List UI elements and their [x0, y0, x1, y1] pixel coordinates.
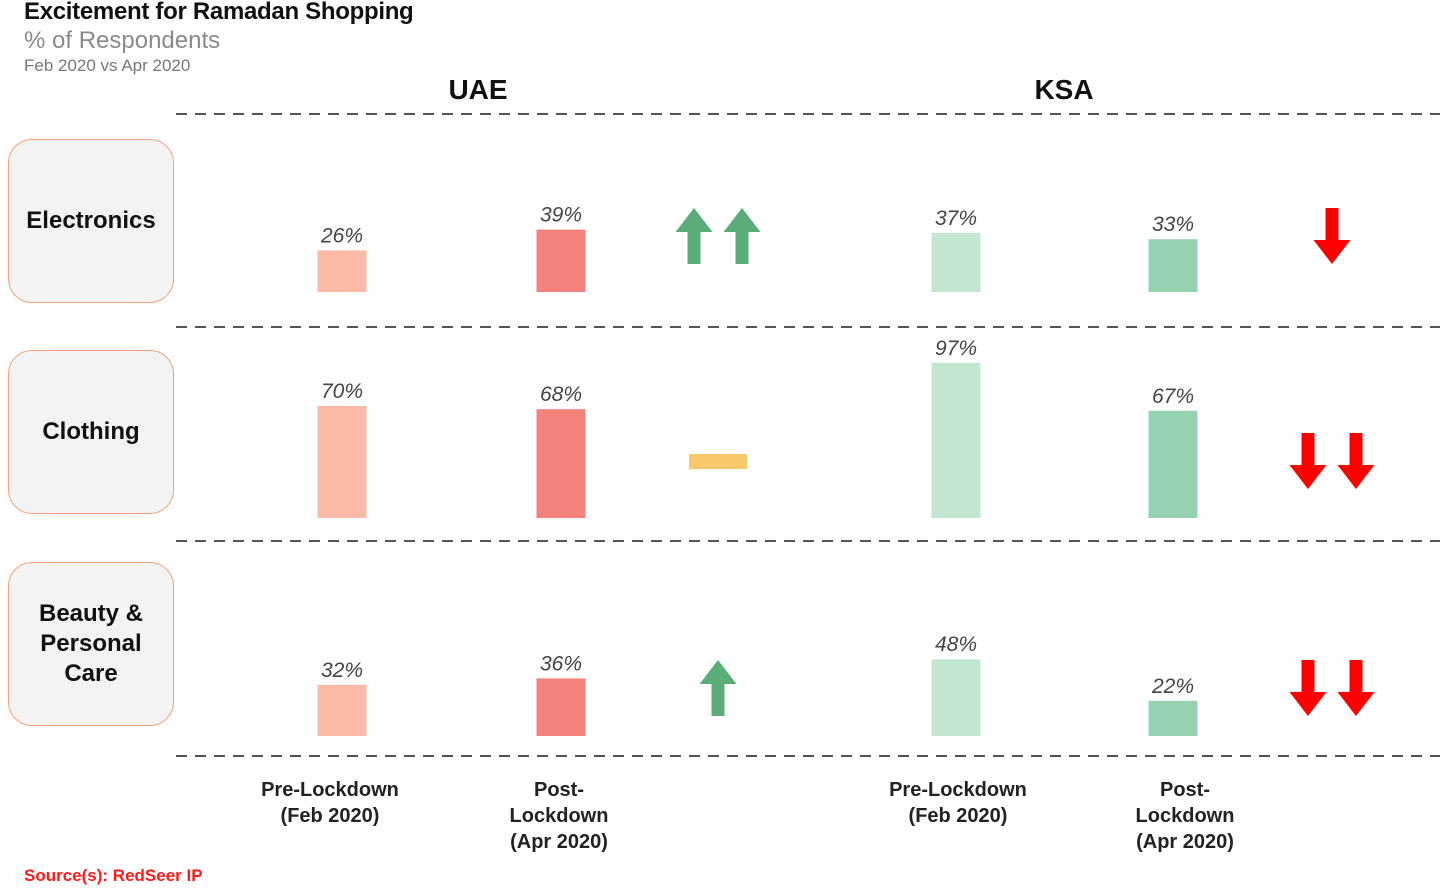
- category-label-line: Care: [64, 660, 118, 687]
- column-label-ksa-post: Post- Lockdown (Apr 2020): [1085, 777, 1285, 855]
- region-label-ksa: KSA: [1034, 74, 1094, 105]
- bar-uae-pre: [317, 406, 367, 518]
- arrow-down-icon: [1337, 433, 1375, 489]
- column-label-uae-pre: Pre-Lockdown (Feb 2020): [230, 777, 430, 829]
- chart-period: Feb 2020 vs Apr 2020: [24, 56, 191, 75]
- column-label-line: Pre-Lockdown: [889, 779, 1027, 801]
- data-label: 36%: [540, 652, 582, 675]
- bar-ksa-pre: [931, 232, 981, 292]
- column-label-line: Lockdown: [509, 805, 609, 827]
- category-label: Clothing: [42, 418, 140, 445]
- data-label: 70%: [321, 380, 363, 403]
- category-box-clothing: Clothing: [8, 350, 174, 514]
- data-label: 32%: [321, 659, 363, 682]
- arrow-down-icon: [1313, 208, 1351, 264]
- arrow-up-icon: [723, 208, 761, 264]
- data-label: 68%: [540, 383, 582, 406]
- column-label-line: (Feb 2020): [280, 805, 380, 827]
- column-label-ksa-pre: Pre-Lockdown (Feb 2020): [858, 777, 1058, 829]
- category-label-line: Personal: [40, 630, 142, 657]
- data-label: 48%: [935, 633, 977, 656]
- arrow-down-icon: [1289, 433, 1327, 489]
- column-label-line: Lockdown: [1135, 805, 1235, 827]
- arrow-up-icon: [675, 208, 713, 264]
- arrow-down-icon: [1337, 660, 1375, 716]
- bar-ksa-post: [1148, 700, 1198, 736]
- data-label: 97%: [935, 337, 977, 360]
- data-label: 22%: [1151, 675, 1194, 698]
- bar-ksa-post: [1148, 239, 1198, 292]
- bar-ksa-pre: [931, 362, 981, 518]
- source-note: Source(s): RedSeer IP: [24, 866, 203, 885]
- bar-ksa-post: [1148, 410, 1198, 518]
- bar-uae-pre: [317, 250, 367, 292]
- data-label: 39%: [540, 204, 582, 227]
- chart-subtitle: % of Respondents: [24, 27, 221, 54]
- column-label-line: Post-: [1160, 779, 1210, 801]
- region-label-uae: UAE: [448, 74, 508, 105]
- category-box-electronics: Electronics: [8, 139, 174, 303]
- column-label-line: (Apr 2020): [1136, 831, 1234, 853]
- column-label-line: Post-: [534, 779, 584, 801]
- data-label: 67%: [1152, 385, 1194, 408]
- bar-uae-post: [536, 409, 586, 518]
- category-box-beauty: Beauty & Personal Care: [8, 562, 174, 726]
- bar-uae-post: [536, 229, 586, 292]
- column-label-line: (Feb 2020): [908, 805, 1008, 827]
- data-label: 37%: [935, 207, 977, 230]
- data-label: 26%: [320, 224, 363, 247]
- chart-title: Excitement for Ramadan Shopping: [24, 0, 414, 25]
- column-label-line: Pre-Lockdown: [261, 779, 399, 801]
- flat-dash-icon: [689, 454, 747, 469]
- arrow-down-icon: [1289, 660, 1327, 716]
- column-label-line: (Apr 2020): [510, 831, 608, 853]
- column-label-uae-post: Post- Lockdown (Apr 2020): [459, 777, 659, 855]
- bar-ksa-pre: [931, 659, 981, 736]
- arrow-up-icon: [699, 660, 737, 716]
- category-label-line: Beauty &: [38, 600, 144, 627]
- category-label: Electronics: [26, 207, 156, 234]
- data-label: 33%: [1152, 213, 1194, 236]
- bar-uae-post: [536, 678, 586, 736]
- bar-uae-pre: [317, 684, 367, 736]
